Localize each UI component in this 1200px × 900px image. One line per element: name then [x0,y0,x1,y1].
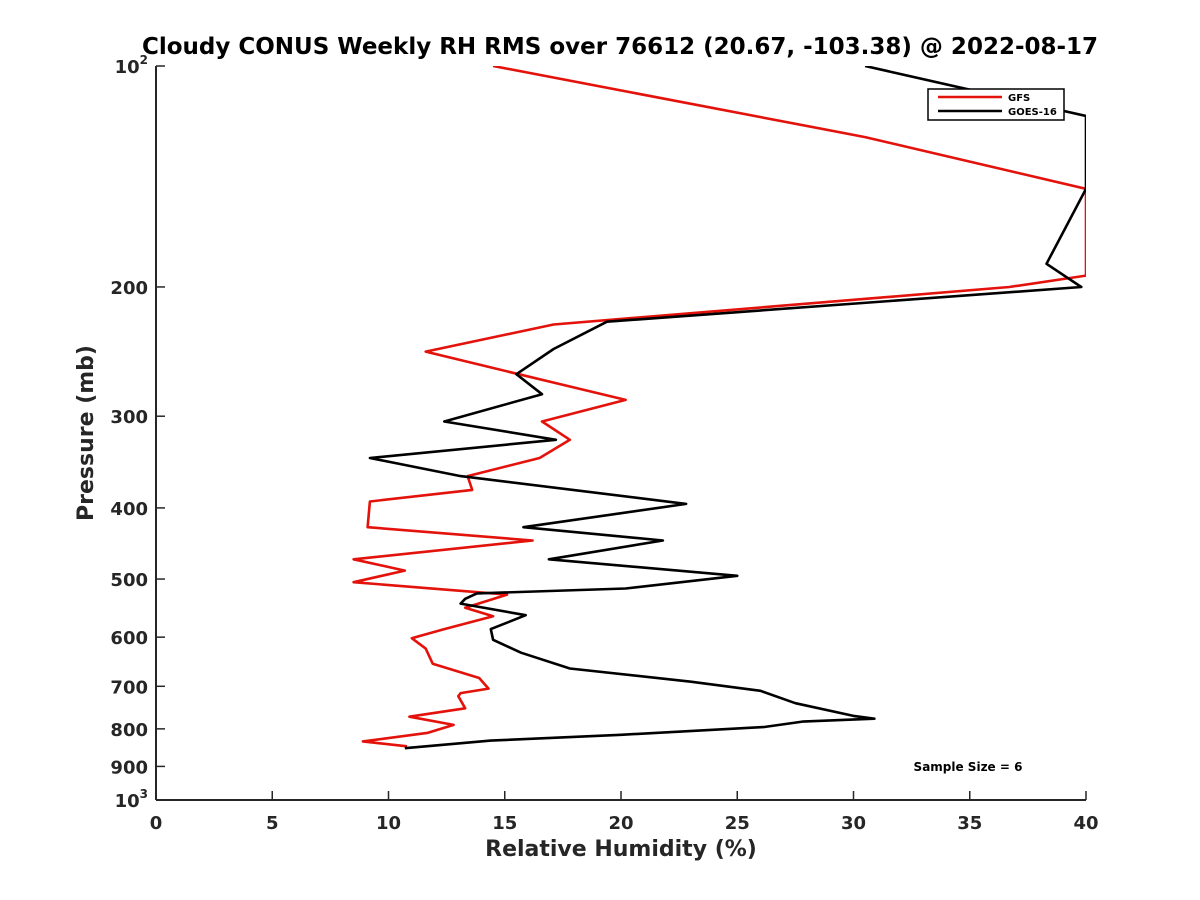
y-axis-label: Pressure (mb) [74,345,99,521]
sample-size-annotation: Sample Size = 6 [914,760,1023,774]
y-tick-label-900: 900 [110,757,148,778]
legend-box [927,88,1065,121]
legend-label-goes16: GOES-16 [1008,107,1057,118]
x-tick-label-10: 10 [376,813,401,834]
y-tick-label-800: 800 [110,720,148,741]
y-tick-label-100: 102 [115,53,148,78]
legend-label-gfs: GFS [1008,93,1030,104]
series-line-goes16 [368,66,1086,750]
y-ticks: 102 200 300 400 500 600 700 800 900 103 [110,53,165,812]
y-tick-label-400: 400 [110,499,148,520]
y-tick-label-1000: 103 [115,787,148,812]
series-line-gfs [352,66,1086,748]
series-group [352,66,1086,750]
x-tick-label-35: 35 [957,813,982,834]
x-axis-label: Relative Humidity (%) [485,837,757,862]
y-tick-label-300: 300 [110,407,148,428]
x-tick-label-15: 15 [492,813,517,834]
x-tick-label-5: 5 [266,813,279,834]
plot-area: 0 5 10 15 20 25 30 35 40 102 200 300 400 500 600 700 80… [110,53,1098,834]
y-tick-label-700: 700 [110,677,148,698]
x-tick-label-40: 40 [1073,813,1098,834]
x-tick-label-30: 30 [841,813,866,834]
x-tick-label-20: 20 [608,813,633,834]
y-tick-label-200: 200 [110,278,148,299]
legend: GFS GOES-16 [927,88,1065,121]
chart-title: Cloudy CONUS Weekly RH RMS over 76612 (2… [142,34,1098,60]
x-ticks: 0 5 10 15 20 25 30 35 40 [150,791,1099,834]
y-tick-label-600: 600 [110,628,148,649]
y-tick-label-500: 500 [110,570,148,591]
x-tick-label-25: 25 [725,813,750,834]
x-tick-label-0: 0 [150,813,163,834]
